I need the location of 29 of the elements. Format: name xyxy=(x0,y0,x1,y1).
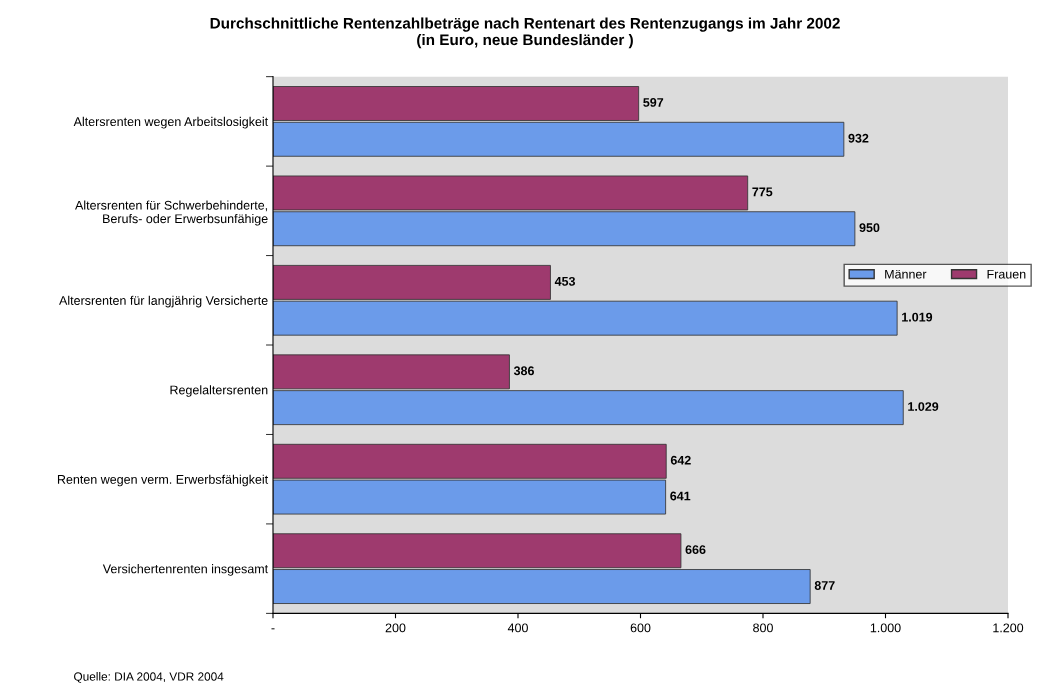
data-label: 932 xyxy=(848,133,869,143)
source-note: Quelle: DIA 2004, VDR 2004 xyxy=(74,672,224,683)
y-tick-label: Altersrenten wegen Arbeitslosigkeit xyxy=(73,116,269,129)
y-tick-label: Altersrenten für langjährig Versicherte xyxy=(59,295,268,308)
data-label: 775 xyxy=(752,187,773,197)
data-label: 666 xyxy=(685,545,706,555)
data-label: 453 xyxy=(554,276,576,286)
x-tick-label: 800 xyxy=(753,623,773,633)
x-tick-label: - xyxy=(271,628,275,630)
y-tick-label: Regelaltersrenten xyxy=(170,385,268,397)
data-label: 877 xyxy=(814,581,835,590)
x-tick-label: 1.200 xyxy=(993,623,1024,633)
data-label: 1.019 xyxy=(902,312,933,322)
y-tick-label: Altersrenten für Schwerbehinderte, Berufs- oder Erwerbsunfähige xyxy=(75,200,268,226)
chart-title: Durchschnittliche Rentenzahlbeträge nach Rentenart des Rentenzugangs im Jahr 2002 (in Euro, neue Bundesländer ) xyxy=(210,17,840,49)
y-tick-label: Renten wegen verm. Erwerbsfähigkeit xyxy=(57,474,269,487)
x-tick-label: 400 xyxy=(507,623,528,633)
data-label: 1.029 xyxy=(908,402,939,411)
x-tick-label: 200 xyxy=(385,623,406,633)
data-label: 642 xyxy=(670,455,691,465)
x-tick-label: 1.000 xyxy=(870,623,901,633)
data-label: 641 xyxy=(670,491,691,501)
data-label: 950 xyxy=(859,223,880,233)
legend-label: Männer xyxy=(885,269,927,279)
data-label: 597 xyxy=(643,98,664,107)
y-tick-label: Versichertenrenten insgesamt xyxy=(102,564,269,576)
data-label: 386 xyxy=(513,366,534,376)
x-tick-label: 600 xyxy=(630,623,651,633)
legend-label: Frauen xyxy=(987,269,1026,279)
